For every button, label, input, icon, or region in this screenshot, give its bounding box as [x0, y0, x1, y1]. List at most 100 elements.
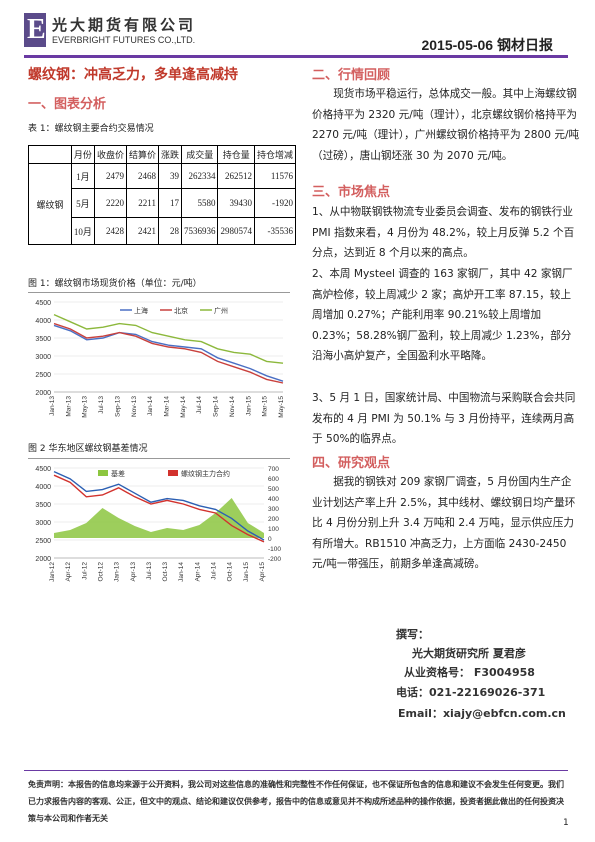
table-header: 结算价	[125, 145, 159, 164]
series-line	[53, 474, 265, 543]
y-tick-label: 3500	[35, 336, 51, 343]
table-product: 螺纹钢	[28, 163, 72, 245]
company-name-en: EVERBRIGHT FUTURES CO.,LTD.	[52, 35, 196, 45]
x-tick-label: Oct-13	[162, 562, 169, 582]
section-research-view: 四、研究观点	[312, 456, 391, 471]
x-tick-label: Jan-15	[243, 562, 250, 582]
x-tick-label: May-13	[82, 396, 89, 418]
legend-label: 螺纹钢主力合约	[181, 469, 230, 478]
x-tick-label: Apr-12	[65, 562, 72, 582]
y2-tick-label: 0	[268, 536, 272, 543]
spot-price-chart: 2000 2500 3000 3500 4000 4500 Jan-13 Mar-13 May-…	[35, 300, 285, 418]
y2-tick-label: -100	[268, 546, 281, 553]
x-tick-label: Mar-15	[262, 396, 269, 417]
page-number: 1	[563, 818, 569, 828]
legend-label: 北京	[174, 306, 188, 315]
section-market-focus: 三、市场焦点	[312, 185, 391, 200]
table-cell: -1920	[253, 188, 297, 218]
figure1-caption: 图 1：螺纹钢市场现货价格（单位：元/吨）	[28, 279, 202, 289]
logo-letter: E	[27, 14, 46, 45]
x-tick-label: May-14	[180, 396, 187, 418]
y2-tick-label: 300	[268, 506, 279, 513]
author-license: 从业资格号： F3004958	[404, 666, 535, 679]
x-tick-label: Apr-14	[194, 562, 201, 582]
author-phone: 电话：021-22169026-371	[396, 686, 546, 699]
figure1-rule	[28, 292, 290, 293]
table-cell: 5月	[70, 188, 95, 218]
research-view-text: 据我的钢铁对 209 家钢厂调查，5 月份国内生产企业计划达产率上升 2.5%，…	[312, 476, 576, 570]
y2-tick-label: 700	[268, 466, 279, 473]
y-tick-label: 4000	[35, 484, 51, 491]
y-tick-label: 4000	[35, 318, 51, 325]
series-line	[53, 324, 284, 382]
table-header-row: 月份 收盘价 结算价 涨跌 成交量 持仓量 持仓增减	[28, 145, 297, 164]
legend-swatch	[98, 470, 108, 476]
x-tick-label: Mar-14	[164, 396, 171, 417]
table-cell: 262334	[180, 163, 219, 189]
author-name: 光大期货研究所 夏君彦	[412, 647, 526, 660]
legend-swatch	[168, 470, 178, 476]
x-tick-label: Jul-14	[211, 562, 218, 580]
table-row: 螺纹钢 1月 2479 2468 39 262334 262512 11576	[28, 163, 297, 245]
y-tick-label: 2000	[35, 390, 51, 397]
table-cell: 39	[157, 163, 182, 189]
x-tick-label: Apr-13	[130, 562, 137, 582]
x-tick-label: Jan-13	[49, 396, 56, 416]
x-tick-label: Jan-14	[147, 396, 154, 416]
legend-label: 基差	[111, 469, 125, 478]
x-tick-label: Nov-13	[131, 396, 138, 417]
table-cell: 2220	[93, 188, 127, 218]
section-market-review: 二、行情回顾	[312, 68, 391, 83]
x-tick-label: Oct-14	[227, 562, 234, 582]
figure2-rule	[28, 458, 290, 459]
table-cell: 28	[157, 217, 182, 245]
y2-tick-label: 600	[268, 476, 279, 483]
table-header: 持仓量	[217, 145, 255, 164]
x-tick-label: Jan-15	[245, 396, 252, 416]
table-cell: 2428	[93, 217, 127, 245]
legend-label: 上海	[134, 306, 148, 315]
figure2-caption: 图 2 华东地区螺纹钢基差情况	[28, 444, 148, 454]
table-header: 月份	[70, 145, 95, 164]
table-cell: 262512	[217, 163, 255, 189]
table-header: 收盘价	[93, 145, 127, 164]
footer-divider	[24, 770, 568, 771]
focus-item-1: 1、从中物联钢铁物流专业委员会调查、发布的钢铁行业 PMI 指数来看，4 月份为…	[312, 206, 575, 259]
x-tick-label: Jul-12	[81, 562, 88, 580]
y2-tick-label: 200	[268, 516, 279, 523]
focus-item-3: 3、5 月 1 日，国家统计局、中国物流与采购联合会共同发布的 4 月 PMI …	[312, 392, 576, 445]
table-cell: 2479	[93, 163, 127, 189]
y2-tick-label: 500	[268, 486, 279, 493]
logo-mark	[24, 13, 46, 47]
report-date-title: 2015-05-06 钢材日报	[421, 37, 553, 53]
y2-tick-label: 100	[268, 526, 279, 533]
table-caption: 表 1：螺纹钢主要合约交易情况	[28, 124, 154, 134]
series-line	[53, 470, 265, 541]
series-line	[53, 313, 284, 364]
x-tick-label: Apr-15	[259, 562, 266, 582]
company-name-cn: 光大期货有限公司	[52, 16, 197, 34]
x-tick-label: Nov-14	[229, 396, 236, 417]
x-tick-label: May-15	[278, 396, 285, 418]
disclaimer: 免责声明：本报告的信息均来源于公开资料，我公司对这些信息的准确性和完整性不作任何…	[28, 780, 564, 823]
series-line	[53, 322, 284, 384]
market-review-text: 现货市场平稳运行，总体成交一般。其中上海螺纹钢价格持平为 2320 元/吨（理计…	[312, 88, 580, 162]
table-row: 10月 2428 2421 28 7536936 2980574 -35536	[29, 217, 297, 245]
table-cell: 11576	[253, 163, 297, 189]
x-tick-label: Sep-13	[114, 396, 121, 417]
table-cell: 2211	[125, 188, 159, 218]
y-tick-label: 4500	[35, 300, 51, 307]
basis-chart: 2000 2500 3000 3500 4000 4500 -200 -100 0 100 200 3…	[35, 466, 281, 582]
table-cell: 39430	[217, 188, 255, 218]
legend-label: 广州	[214, 306, 228, 315]
author-label: 撰写：	[396, 628, 429, 641]
x-tick-label: Jul-13	[98, 396, 105, 414]
y-tick-label: 2000	[35, 556, 51, 563]
table-row: 5月 2220 2211 17 5580 39430 -1920	[29, 188, 297, 218]
x-tick-label: Sep-14	[213, 396, 220, 417]
table-cell: 2980574	[217, 217, 255, 245]
table-cell: 5580	[180, 188, 219, 218]
table-cell: 1月	[70, 163, 95, 189]
contracts-table: 月份 收盘价 结算价 涨跌 成交量 持仓量 持仓增减 螺纹钢 1月 2479 2…	[28, 145, 297, 245]
x-tick-label: Jan-12	[49, 562, 56, 582]
